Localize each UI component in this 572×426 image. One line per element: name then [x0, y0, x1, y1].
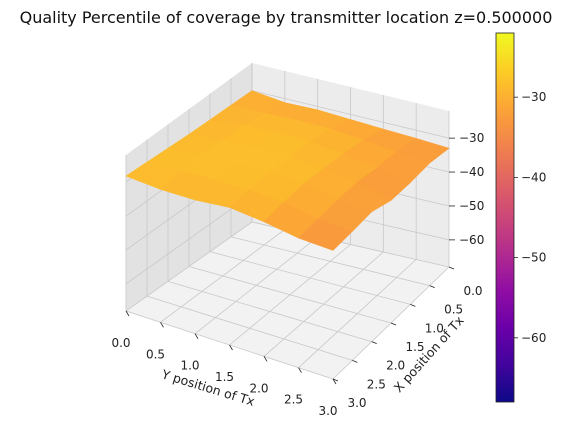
x-tick-label: 0.0 — [463, 284, 482, 298]
y-tick-label: 2.5 — [284, 393, 303, 407]
z-tick-label: −30 — [459, 131, 484, 145]
x-tick-mark — [410, 304, 415, 306]
x-tick-label: 2.5 — [367, 377, 386, 391]
y-axis-label: Y position of Tx — [159, 366, 256, 409]
colorbar-ticks: −30 −40 −50 −60 — [514, 90, 546, 345]
z-axis-ticks: −30 −40 −50 −60 — [449, 131, 484, 247]
x-tick-mark — [352, 360, 357, 362]
x-tick-mark — [372, 342, 377, 344]
x-tick-mark — [430, 286, 435, 288]
y-tick-label: 0.0 — [111, 336, 130, 350]
x-tick-label: 3.0 — [347, 396, 366, 410]
colorbar-tick-label: −50 — [521, 251, 546, 265]
z-tick-label: −50 — [459, 199, 484, 213]
y-tick-label: 0.5 — [146, 347, 165, 361]
colorbar-gradient — [496, 33, 514, 402]
colorbar-tick-label: −40 — [521, 170, 546, 184]
colorbar-tick-label: −30 — [521, 90, 546, 104]
colorbar-tick-label: −60 — [521, 331, 546, 345]
colorbar: −30 −40 −50 −60 — [496, 33, 546, 402]
x-tick-mark — [449, 267, 454, 269]
z-tick-label: −40 — [459, 165, 484, 179]
y-tick-label: 1.0 — [180, 359, 199, 373]
y-tick-label: 3.0 — [318, 404, 337, 418]
z-tick-label: −60 — [459, 233, 484, 247]
x-tick-mark — [391, 323, 396, 325]
chart-title: Quality Percentile of coverage by transm… — [20, 8, 553, 27]
